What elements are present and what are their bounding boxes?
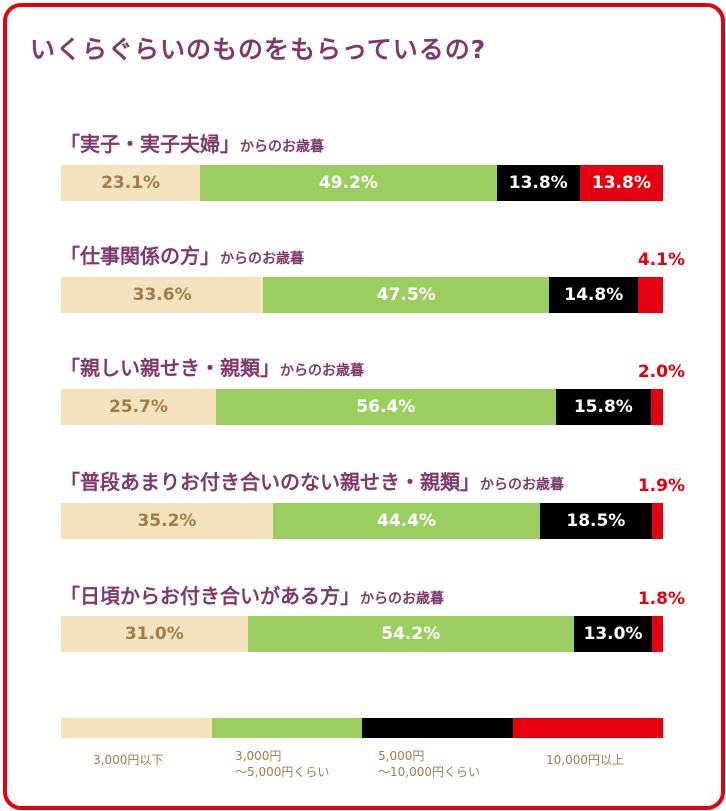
bar-segment-3-2: 56.4% bbox=[215, 389, 556, 425]
value-label-4-4: 1.9% bbox=[637, 476, 685, 496]
bar-segment-2-2: 47.5% bbox=[263, 277, 550, 313]
group-label-3: 「親しい親せき・親類」からのお歳暮 bbox=[60, 352, 364, 381]
group-label-sub: からのお歳暮 bbox=[480, 477, 564, 493]
bar-segment-4-2: 44.4% bbox=[272, 503, 541, 539]
bar-segment-5-3: 13.0% bbox=[573, 616, 653, 652]
group-label-2: 「仕事関係の方」からのお歳暮 bbox=[60, 240, 304, 269]
group-label-5: 「日頃からお付き合いがある方」からのお歳暮 bbox=[60, 580, 444, 609]
bar-segment-2-3: 14.8% bbox=[549, 277, 639, 313]
legend-label-line1: 5,000円 bbox=[378, 749, 425, 763]
legend-label-line1: 3,000円 bbox=[235, 749, 282, 763]
bar-segment-5-4 bbox=[652, 616, 663, 652]
group-label-main: 「普段あまりお付き合いのない親せき・親類」 bbox=[60, 470, 480, 494]
group-label-main: 「親しい親せき・親類」 bbox=[60, 356, 280, 380]
group-label-main: 「実子・実子夫婦」 bbox=[60, 132, 240, 156]
legend-label-1: 3,000円以下 bbox=[93, 752, 163, 768]
stacked-bar-2: 33.6% 47.5% 14.8% bbox=[61, 277, 663, 313]
group-label-4: 「普段あまりお付き合いのない親せき・親類」からのお歳暮 bbox=[60, 466, 564, 495]
bar-segment-4-3: 18.5% bbox=[540, 503, 652, 539]
legend-label-4: 10,000円以上 bbox=[546, 752, 624, 768]
group-label-1: 「実子・実子夫婦」からのお歳暮 bbox=[60, 128, 324, 157]
legend-swatch-4 bbox=[512, 718, 663, 738]
value-label-5-4: 1.8% bbox=[637, 589, 685, 609]
legend-label-line1: 3,000円以下 bbox=[93, 753, 164, 767]
value-label-2-4: 4.1% bbox=[637, 250, 685, 270]
stacked-bar-4: 35.2% 44.4% 18.5% bbox=[61, 503, 663, 539]
bar-segment-1-4: 13.8% bbox=[579, 165, 663, 201]
bar-segment-5-1: 31.0% bbox=[61, 616, 248, 652]
bar-segment-3-1: 25.7% bbox=[61, 389, 216, 425]
bar-segment-2-1: 33.6% bbox=[61, 277, 264, 313]
legend-label-line2: 〜5,000円くらい bbox=[235, 765, 330, 779]
group-label-sub: からのお歳暮 bbox=[240, 139, 324, 155]
legend-swatch-1 bbox=[61, 718, 212, 738]
stacked-bar-5: 31.0% 54.2% 13.0% bbox=[61, 616, 663, 652]
bar-segment-2-4 bbox=[638, 277, 663, 313]
legend-label-line1: 10,000円以上 bbox=[546, 753, 624, 767]
bar-segment-1-2: 49.2% bbox=[200, 165, 497, 201]
bar-segment-4-1: 35.2% bbox=[61, 503, 273, 539]
value-label-3-4: 2.0% bbox=[637, 362, 685, 382]
group-label-sub: からのお歳暮 bbox=[280, 363, 364, 379]
legend-color-bar bbox=[61, 718, 663, 738]
bar-segment-5-2: 54.2% bbox=[247, 616, 574, 652]
stacked-bar-1: 23.1% 49.2% 13.8% 13.8% bbox=[61, 165, 663, 201]
bar-segment-3-4 bbox=[650, 389, 663, 425]
bar-segment-1-3: 13.8% bbox=[496, 165, 580, 201]
stacked-bar-3: 25.7% 56.4% 15.8% bbox=[61, 389, 663, 425]
bar-segment-3-3: 15.8% bbox=[555, 389, 651, 425]
legend-label-line2: 〜10,000円くらい bbox=[378, 765, 480, 779]
group-label-sub: からのお歳暮 bbox=[360, 591, 444, 607]
group-label-sub: からのお歳暮 bbox=[220, 251, 304, 267]
bar-segment-1-1: 23.1% bbox=[61, 165, 201, 201]
legend-swatch-2 bbox=[211, 718, 362, 738]
legend-label-3: 5,000円〜10,000円くらい bbox=[378, 748, 480, 780]
bar-segment-4-4 bbox=[651, 503, 663, 539]
group-label-main: 「日頃からお付き合いがある方」 bbox=[60, 584, 360, 608]
group-label-main: 「仕事関係の方」 bbox=[60, 244, 220, 268]
legend-label-2: 3,000円〜5,000円くらい bbox=[235, 748, 329, 780]
legend-swatch-3 bbox=[362, 718, 513, 738]
chart-title: いくらぐらいのものをもらっているの? bbox=[30, 35, 487, 64]
